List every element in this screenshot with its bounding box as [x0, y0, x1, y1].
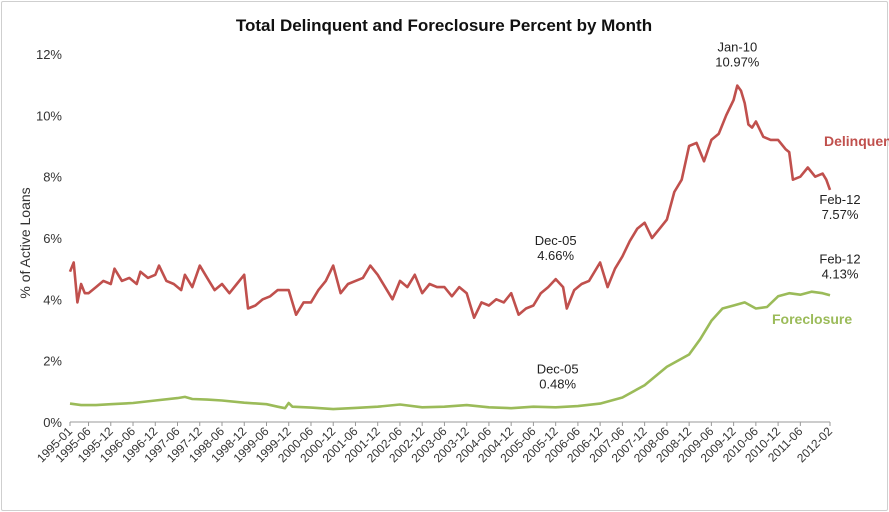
y-axis-label: % of Active Loans	[17, 187, 33, 298]
y-tick-label: 6%	[43, 231, 62, 246]
data-annotation: Jan-10 10.97%	[715, 40, 760, 70]
data-annotation: Feb-12 7.57%	[819, 192, 860, 222]
series-lines	[68, 84, 832, 411]
y-tick-label: 10%	[36, 108, 62, 123]
y-tick-label: 0%	[43, 415, 62, 430]
y-tick-label: 4%	[43, 292, 62, 307]
y-tick-label: 12%	[36, 47, 62, 62]
series-label-foreclosure: Foreclosure	[772, 311, 852, 327]
series-line-delinquent	[68, 84, 832, 319]
y-tick-label: 8%	[43, 170, 62, 185]
data-annotation: Feb-12 4.13%	[819, 251, 860, 281]
axes: 0%2%4%6%8%10%12%1995-011995-061995-12199…	[34, 47, 835, 465]
data-annotation: Dec-05 0.48%	[537, 361, 579, 391]
y-tick-label: 2%	[43, 354, 62, 369]
series-line-foreclosure	[69, 290, 831, 411]
chart-title: Total Delinquent and Foreclosure Percent…	[236, 16, 652, 35]
series-label-delinquent: Delinquent	[824, 133, 889, 149]
data-annotation: Dec-05 4.66%	[535, 233, 577, 263]
